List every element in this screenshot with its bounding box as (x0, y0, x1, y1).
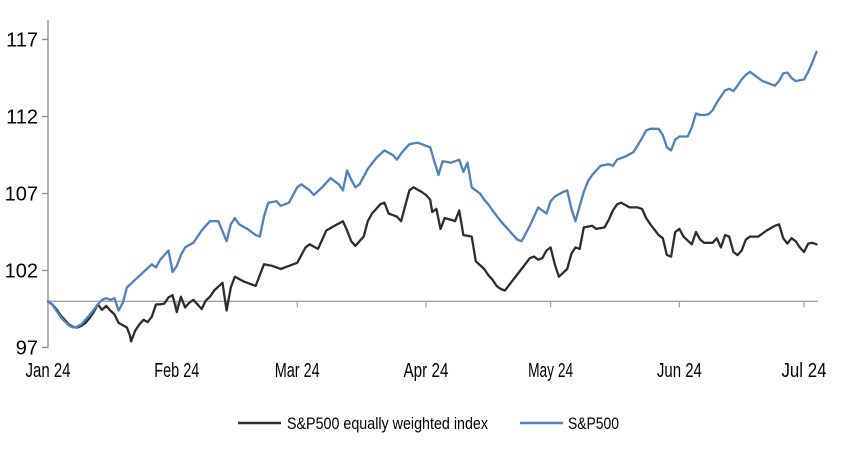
series-line-sp500-equal-weight (46, 186, 818, 343)
y-tick-label: 102 (5, 261, 38, 283)
legend-label: S&P500 (568, 414, 619, 433)
x-tick-label: Jul 24 (782, 360, 827, 382)
legend-label: S&P500 equally weighted index (287, 414, 488, 433)
y-tick-label: 97 (16, 338, 38, 360)
x-tick-label: Mar 24 (275, 360, 320, 382)
x-tick-label: Feb 24 (154, 360, 199, 382)
x-tick-label: Apr 24 (404, 360, 449, 382)
x-tick-label: May 24 (528, 360, 573, 382)
series-line-sp500 (46, 50, 818, 329)
y-tick-label: 117 (6, 30, 38, 52)
y-tick-label: 112 (6, 107, 38, 129)
y-tick-label: 107 (5, 184, 38, 206)
x-tick-label: Jan 24 (26, 360, 71, 382)
x-tick-label: Jun 24 (657, 360, 702, 382)
